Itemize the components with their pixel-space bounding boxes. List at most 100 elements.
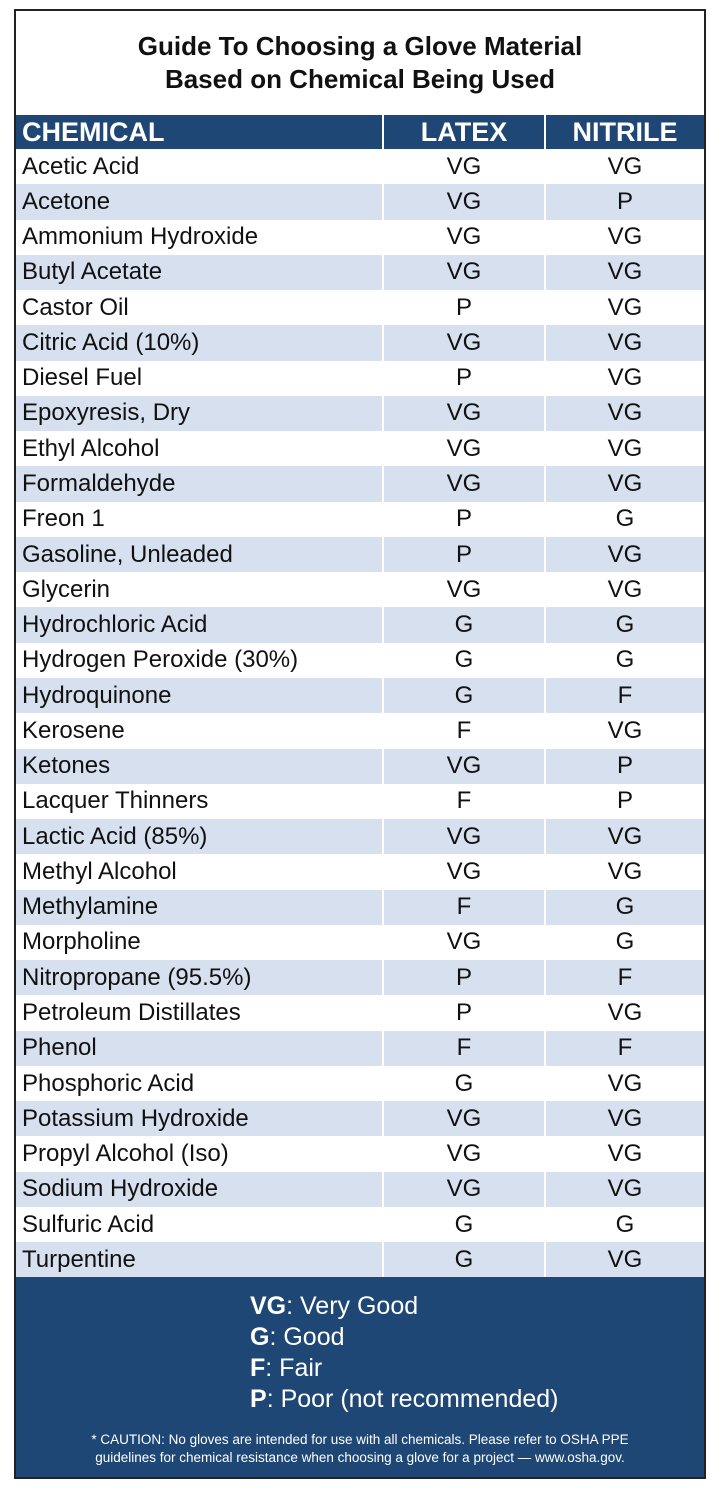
- rating-cell: VG: [544, 713, 704, 749]
- rating-cell: VG: [382, 1101, 544, 1137]
- rating-cell: VG: [382, 395, 544, 432]
- legend-key: G: [250, 1323, 270, 1351]
- table-row: Kerosene F VG: [16, 713, 704, 749]
- legend-key: F: [250, 1354, 266, 1382]
- rating-cell: VG: [382, 466, 544, 502]
- footer: VG: Very Good G: Good F: Fair P: Poor (not …: [16, 1277, 704, 1477]
- rating-cell: G: [382, 642, 544, 678]
- table-row: Diesel Fuel P VG: [16, 360, 704, 396]
- rating-cell: VG: [544, 572, 704, 608]
- column-header: CHEMICAL: [22, 116, 165, 147]
- rating-cell: VG: [382, 254, 544, 291]
- table-row: Hydrochloric Acid G G: [16, 607, 704, 643]
- chemical-cell: Hydroquinone: [22, 681, 172, 709]
- table-row: Methylamine F G: [16, 889, 704, 925]
- chemical-cell: Ethyl Alcohol: [22, 434, 160, 462]
- caution: * CAUTION: No gloves are intended for us…: [16, 1431, 704, 1467]
- rating-cell: P: [544, 748, 704, 784]
- chemical-cell: Sulfuric Acid: [22, 1210, 155, 1238]
- rating-cell: VG: [544, 219, 704, 255]
- table-row: Epoxyresis, Dry VG VG: [16, 395, 704, 432]
- table-row: Phosphoric Acid G VG: [16, 1065, 704, 1102]
- rating-cell: VG: [382, 748, 544, 784]
- rating-cell: G: [382, 607, 544, 643]
- rating-cell: P: [382, 360, 544, 396]
- rating-cell: VG: [382, 819, 544, 855]
- rating-cell: VG: [382, 431, 544, 467]
- chemical-cell: Lacquer Thinners: [22, 787, 209, 815]
- title: Guide To Choosing a Glove Material Based …: [16, 11, 704, 115]
- rating-cell: P: [382, 536, 544, 573]
- title-line: Based on Chemical Being Used: [164, 64, 556, 94]
- chemical-cell: Gasoline, Unleaded: [22, 540, 233, 568]
- rating-cell: VG: [544, 819, 704, 855]
- legend-key: P: [250, 1385, 267, 1413]
- rating-cell: VG: [544, 1242, 704, 1278]
- rating-cell: VG: [544, 1065, 704, 1102]
- chemical-cell: Formaldehyde: [22, 470, 176, 498]
- chemical-cell: Ammonium Hydroxide: [22, 223, 259, 251]
- rating-cell: F: [544, 677, 704, 714]
- table-row: Turpentine G VG: [16, 1242, 704, 1278]
- table-row: Potassium Hydroxide VG VG: [16, 1101, 704, 1137]
- legend-item: G: Good: [250, 1322, 558, 1353]
- rating-cell: VG: [544, 325, 704, 361]
- rating-cell: F: [382, 1030, 544, 1066]
- rating-cell: VG: [382, 219, 544, 255]
- chemical-cell: Sodium Hydroxide: [22, 1175, 219, 1203]
- chemical-cell: Phenol: [22, 1034, 97, 1062]
- chemical-cell: Morpholine: [22, 928, 141, 956]
- table-row: Phenol F F: [16, 1030, 704, 1066]
- table-row: Petroleum Distillates P VG: [16, 995, 704, 1031]
- legend-text: : Fair: [265, 1354, 323, 1382]
- table-row: Lactic Acid (85%) VG VG: [16, 819, 704, 855]
- rating-cell: P: [382, 960, 544, 996]
- rating-cell: VG: [544, 1171, 704, 1207]
- legend: VG: Very Good G: Good F: Fair P: Poor (not …: [250, 1291, 558, 1415]
- rating-cell: P: [382, 995, 544, 1031]
- table-row: Citric Acid (10%) VG VG: [16, 325, 704, 361]
- legend-text: : Poor (not recommended): [266, 1385, 559, 1413]
- rating-cell: F: [544, 1030, 704, 1066]
- rating-cell: VG: [382, 149, 544, 185]
- rating-cell: G: [382, 677, 544, 714]
- chemical-cell: Phosphoric Acid: [22, 1069, 195, 1097]
- legend-text: : Good: [269, 1323, 345, 1351]
- rating-cell: G: [544, 607, 704, 643]
- chemical-cell: Hydrogen Peroxide (30%): [22, 646, 299, 674]
- chemical-cell: Diesel Fuel: [22, 364, 143, 392]
- chemical-cell: Turpentine: [22, 1245, 136, 1273]
- chemical-cell: Lactic Acid (85%): [22, 822, 208, 850]
- title-line: Guide To Choosing a Glove Material: [137, 31, 583, 61]
- rating-cell: VG: [382, 325, 544, 361]
- rating-cell: VG: [544, 360, 704, 396]
- rating-cell: F: [544, 960, 704, 996]
- rating-cell: VG: [544, 431, 704, 467]
- rating-cell: VG: [382, 1171, 544, 1207]
- chemical-cell: Freon 1: [22, 505, 105, 533]
- rating-cell: VG: [544, 854, 704, 890]
- table-row: Sulfuric Acid G G: [16, 1206, 704, 1243]
- chemical-cell: Petroleum Distillates: [22, 999, 241, 1026]
- rating-cell: VG: [382, 572, 544, 608]
- table-row: Acetone VG P: [16, 184, 704, 220]
- chemical-cell: Ketones: [22, 752, 111, 780]
- rating-cell: G: [544, 642, 704, 678]
- chemical-cell: Methyl Alcohol: [22, 857, 177, 885]
- rating-cell: VG: [382, 184, 544, 220]
- rating-cell: VG: [544, 995, 704, 1031]
- legend-item: VG: Very Good: [250, 1291, 558, 1322]
- table-row: Ketones VG P: [16, 748, 704, 784]
- table-row: Lacquer Thinners F P: [16, 783, 704, 820]
- rating-cell: VG: [544, 395, 704, 432]
- chemical-cell: Butyl Acetate: [22, 258, 163, 286]
- legend-item: P: Poor (not recommended): [250, 1384, 558, 1415]
- table-row: Sodium Hydroxide VG VG: [16, 1171, 704, 1207]
- rating-cell: VG: [544, 290, 704, 326]
- chemical-cell: Nitropropane (95.5%): [22, 963, 252, 991]
- table-row: Propyl Alcohol (Iso) VG VG: [16, 1136, 704, 1172]
- chemical-cell: Kerosene: [22, 716, 125, 744]
- caution-line: guidelines for chemical resistance when …: [95, 1450, 625, 1465]
- rating-cell: G: [382, 1242, 544, 1278]
